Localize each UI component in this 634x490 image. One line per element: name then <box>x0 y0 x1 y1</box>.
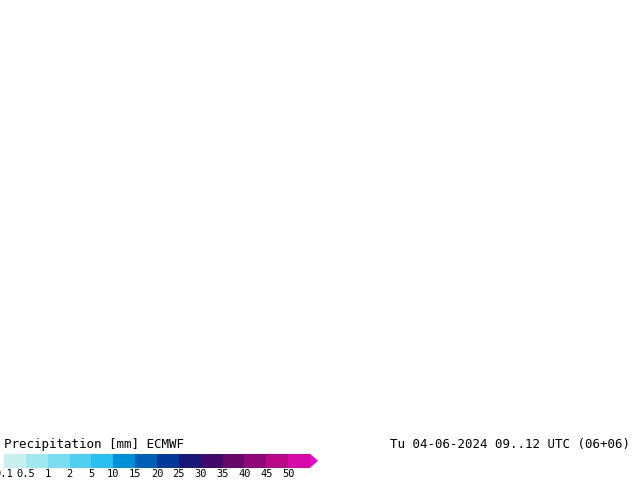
FancyBboxPatch shape <box>135 454 157 468</box>
FancyBboxPatch shape <box>245 454 266 468</box>
FancyBboxPatch shape <box>48 454 70 468</box>
FancyBboxPatch shape <box>266 454 288 468</box>
FancyBboxPatch shape <box>4 454 26 468</box>
Text: 50: 50 <box>282 469 294 479</box>
FancyBboxPatch shape <box>26 454 48 468</box>
Text: 5: 5 <box>88 469 94 479</box>
FancyBboxPatch shape <box>91 454 113 468</box>
Text: 45: 45 <box>260 469 273 479</box>
FancyBboxPatch shape <box>288 454 310 468</box>
Text: Precipitation [mm] ECMWF: Precipitation [mm] ECMWF <box>4 438 184 451</box>
FancyBboxPatch shape <box>70 454 91 468</box>
Text: 2: 2 <box>67 469 73 479</box>
FancyBboxPatch shape <box>201 454 223 468</box>
Text: 30: 30 <box>195 469 207 479</box>
FancyBboxPatch shape <box>223 454 245 468</box>
Polygon shape <box>310 454 318 468</box>
FancyBboxPatch shape <box>157 454 179 468</box>
Text: 20: 20 <box>151 469 163 479</box>
Text: 0.5: 0.5 <box>16 469 36 479</box>
Text: 40: 40 <box>238 469 250 479</box>
Text: 25: 25 <box>172 469 185 479</box>
FancyBboxPatch shape <box>113 454 135 468</box>
Text: Tu 04-06-2024 09..12 UTC (06+06): Tu 04-06-2024 09..12 UTC (06+06) <box>390 438 630 451</box>
Text: 1: 1 <box>44 469 51 479</box>
Text: 10: 10 <box>107 469 120 479</box>
FancyBboxPatch shape <box>179 454 201 468</box>
Text: 35: 35 <box>216 469 229 479</box>
Text: 15: 15 <box>129 469 141 479</box>
Text: 0.1: 0.1 <box>0 469 13 479</box>
